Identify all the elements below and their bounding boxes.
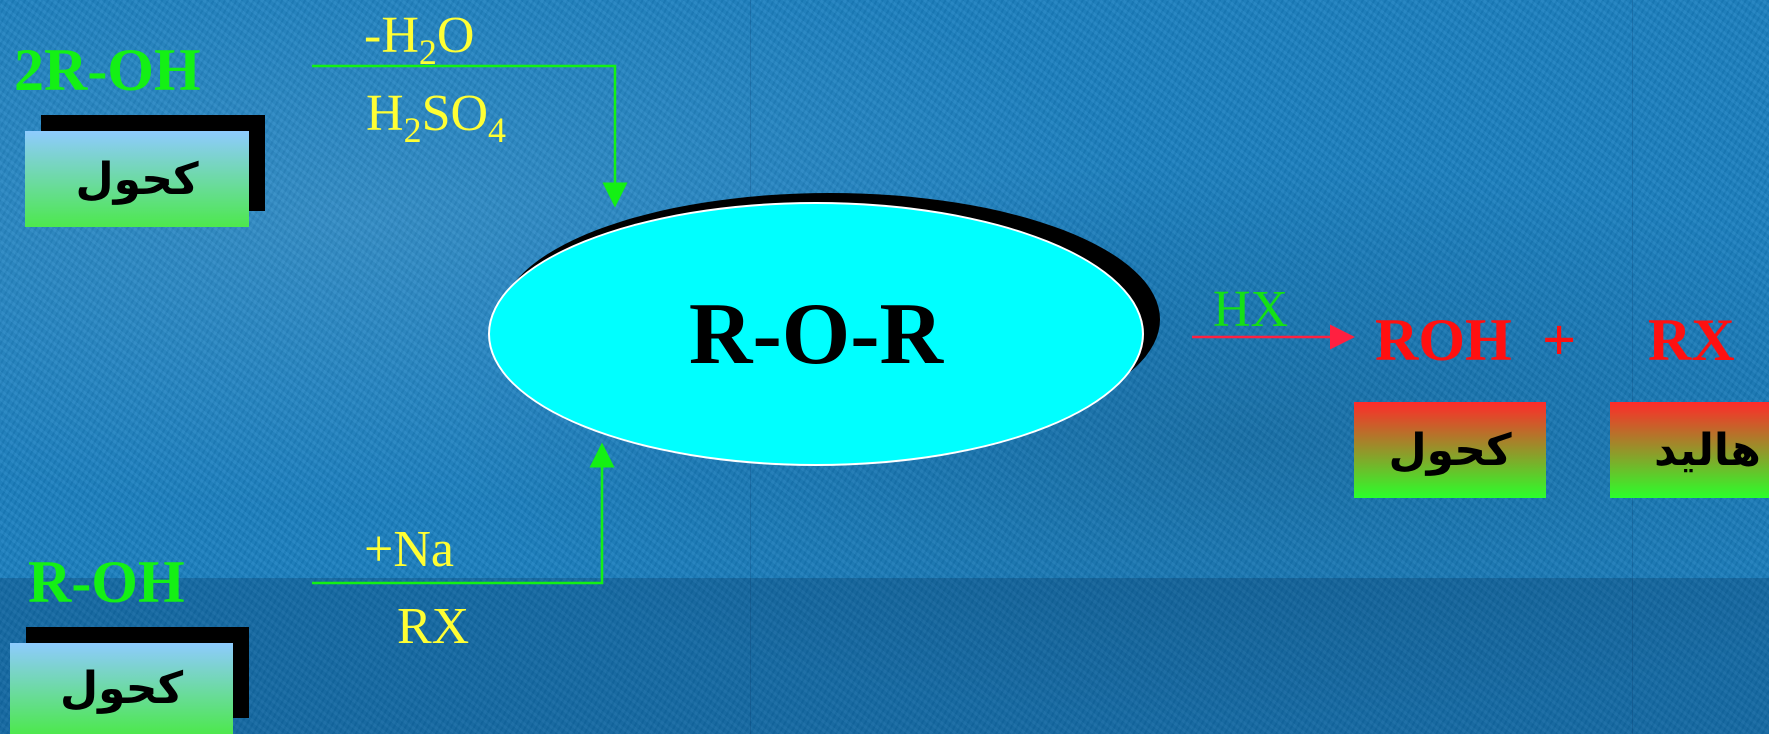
reagent-text: -H xyxy=(364,7,419,64)
top-arrow xyxy=(312,64,628,208)
bottom-alcohol-label: كحول xyxy=(10,643,233,734)
product-alcohol-label: كحول xyxy=(1354,402,1546,498)
bottom-reagent-sodium: +Na xyxy=(364,521,454,578)
bottom-arrow xyxy=(312,442,615,585)
background-band xyxy=(0,578,1769,734)
ether-ellipse: R-O-R xyxy=(488,202,1144,466)
right-reagent-hx: HX xyxy=(1213,281,1289,338)
bottom-reactant: R-OH xyxy=(28,549,185,615)
top-reagent-catalyst: H2SO4 xyxy=(366,84,506,151)
reagent-text: H xyxy=(366,85,404,142)
ether-formula: R-O-R xyxy=(688,285,944,383)
top-alcohol-label: كحول xyxy=(25,131,249,227)
reagent-subscript: 2 xyxy=(418,32,437,72)
reagent-subscript: 2 xyxy=(403,110,422,150)
plus-sign: + xyxy=(1542,307,1577,373)
bottom-reagent-halide: RX xyxy=(397,598,470,655)
background-seam xyxy=(1632,0,1633,734)
product-halide-label: هاليد xyxy=(1610,402,1769,498)
product-alcohol: ROH xyxy=(1375,307,1512,373)
reagent-text: O xyxy=(436,7,475,64)
reagent-subscript: 4 xyxy=(488,110,507,150)
top-reagent-dehydration: -H2O xyxy=(364,6,474,73)
top-reactant: 2R-OH xyxy=(14,37,201,103)
reagent-text: SO xyxy=(421,85,489,142)
product-halide: RX xyxy=(1648,307,1735,373)
